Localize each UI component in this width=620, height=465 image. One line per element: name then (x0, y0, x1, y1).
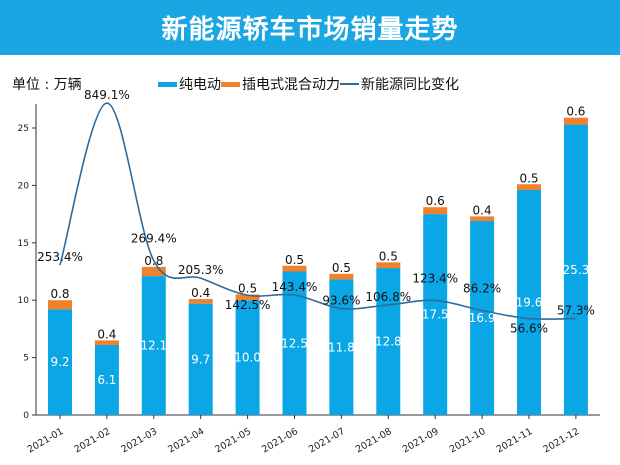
bar-phev (470, 216, 495, 221)
bev-value-label: 12.1 (140, 339, 167, 353)
bar-phev (517, 184, 541, 190)
phev-value-label: 0.5 (332, 261, 351, 275)
phev-value-label: 0.4 (473, 203, 492, 217)
bar-phev (188, 299, 213, 304)
legend-swatch-bev (158, 81, 177, 87)
y-tick-label: 25 (18, 124, 29, 134)
y-tick-label: 10 (18, 296, 30, 306)
yoy-value-label: 849.1% (84, 88, 130, 102)
yoy-value-label: 253.4% (37, 250, 83, 264)
bar-bev (563, 124, 588, 415)
bar-phev (94, 340, 119, 345)
bar-bev (94, 344, 119, 415)
legend-swatch-yoy (340, 83, 359, 85)
x-tick-label: 2021-11 (495, 426, 535, 455)
bar-phev (48, 300, 72, 310)
legend-item-yoy: 新能源同比变化 (340, 74, 459, 94)
bev-value-label: 9.2 (50, 355, 69, 369)
bar-bev (517, 189, 541, 415)
phev-value-label: 0.5 (519, 171, 538, 185)
bev-value-label: 17.5 (422, 308, 449, 322)
legend-swatch-phev (221, 81, 240, 87)
yoy-value-label: 86.2% (463, 282, 501, 296)
x-tick-label: 2021-06 (260, 426, 300, 455)
bev-value-label: 19.6 (516, 295, 543, 309)
yoy-value-label: 205.3% (178, 263, 224, 277)
yoy-value-label: 269.4% (131, 232, 177, 246)
phev-value-label: 0.8 (144, 254, 163, 268)
bar-phev (282, 265, 307, 272)
phev-value-label: 0.5 (238, 281, 257, 295)
x-tick-label: 2021-12 (542, 426, 582, 455)
bar-phev (563, 117, 588, 125)
x-tick-label: 2021-05 (213, 426, 253, 455)
yoy-line-layer (59, 102, 577, 320)
bev-value-label: 6.1 (97, 373, 116, 387)
yoy-value-label: 142.5% (225, 298, 271, 312)
x-tick-label: 2021-03 (119, 426, 159, 455)
yoy-value-label: 56.6% (510, 322, 548, 336)
phev-value-label: 0.6 (426, 194, 445, 208)
x-tick-label: 2021-01 (26, 426, 66, 455)
phev-value-label: 0.8 (50, 287, 69, 301)
bar-phev (423, 207, 448, 215)
unit-label: 单位 : 万辆 (12, 77, 82, 93)
y-tick-label: 20 (18, 181, 30, 191)
legend-label-yoy: 新能源同比变化 (361, 77, 459, 93)
bev-value-label: 12.5 (281, 336, 308, 350)
bars (48, 117, 588, 415)
bar-bev (188, 303, 213, 415)
x-tick-label: 2021-10 (448, 426, 488, 455)
title-banner: 新能源轿车市场销量走势 (0, 0, 620, 55)
legend-item-bev: 纯电动 (158, 74, 221, 94)
x-tick-label: 2021-08 (354, 426, 394, 455)
legend-item-phev: 插电式混合动力 (221, 74, 340, 94)
bar-bev (141, 276, 166, 415)
legend: 纯电动 插电式混合动力 新能源同比变化 (158, 74, 459, 94)
bar-bev (470, 220, 495, 415)
bar-phev (235, 294, 260, 301)
bar-bev (48, 309, 72, 415)
bev-value-label: 10.0 (234, 351, 261, 365)
bar-phev (376, 262, 401, 269)
y-tick-label: 5 (23, 354, 29, 364)
y-tick-label: 0 (23, 411, 29, 421)
bev-value-label: 9.7 (191, 352, 210, 366)
yoy-value-label: 106.8% (365, 290, 411, 304)
x-tick-label: 2021-09 (401, 426, 441, 455)
x-tick-label: 2021-04 (166, 426, 206, 455)
phev-value-label: 0.4 (97, 327, 116, 341)
yoy-value-label: 143.4% (272, 280, 318, 294)
phev-value-label: 0.4 (191, 286, 210, 300)
legend-label-bev: 纯电动 (179, 77, 221, 93)
phev-value-label: 0.6 (566, 105, 585, 119)
bar-bev (329, 279, 354, 415)
y-tick-label: 15 (18, 239, 29, 249)
bar-phev (329, 273, 354, 280)
x-tick-label: 2021-02 (73, 426, 113, 455)
bar-bev (376, 268, 401, 415)
bar-phev (141, 266, 166, 277)
bev-value-label: 11.8 (328, 340, 355, 354)
chart-title: 新能源轿车市场销量走势 (161, 15, 459, 45)
yoy-value-label: 57.3% (557, 303, 595, 317)
bev-value-label: 25.3 (563, 263, 590, 277)
bev-value-label: 16.9 (469, 311, 496, 325)
data-labels: 9.2 0.8 6.1 0.4 12.1 0.8 9.7 0.4 10.0 0.5 12.5 0.5 1… (37, 88, 595, 387)
bar-bev (423, 214, 448, 415)
x-tick-label: 2021-07 (307, 426, 347, 455)
yoy-value-label: 123.4% (412, 271, 458, 285)
yoy-value-label: 93.6% (322, 294, 360, 308)
bar-bev (235, 300, 260, 415)
phev-value-label: 0.5 (379, 249, 398, 263)
legend-label-phev: 插电式混合动力 (242, 77, 340, 93)
phev-value-label: 0.5 (285, 253, 304, 267)
bev-value-label: 12.8 (375, 335, 402, 349)
